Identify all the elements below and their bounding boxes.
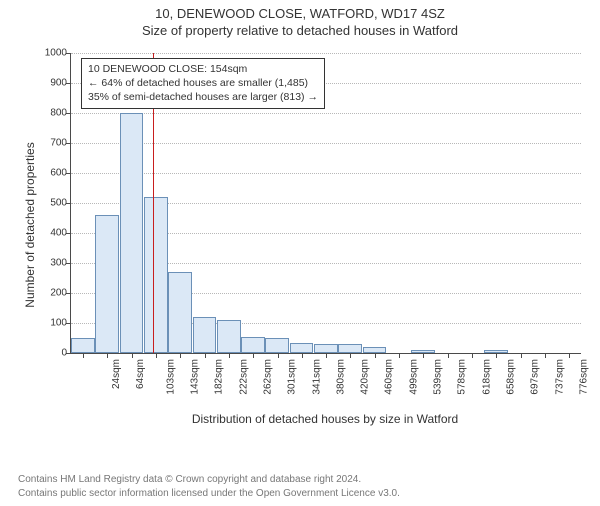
- bar: [193, 317, 217, 353]
- xtick-mark: [326, 353, 327, 358]
- bar: [338, 344, 362, 353]
- xtick-label: 301sqm: [287, 359, 298, 395]
- xtick-mark: [375, 353, 376, 358]
- annotation-line1: 10 DENEWOOD CLOSE: 154sqm: [88, 62, 318, 76]
- xtick-label: 658sqm: [506, 359, 517, 395]
- footnote-line2: Contains public sector information licen…: [18, 487, 400, 501]
- footnote-line1: Contains HM Land Registry data © Crown c…: [18, 473, 400, 487]
- page-title-line2: Size of property relative to detached ho…: [0, 23, 600, 38]
- annotation-box: 10 DENEWOOD CLOSE: 154sqm ← 64% of detac…: [81, 58, 325, 109]
- xtick-mark: [205, 353, 206, 358]
- ytick-label: 100: [35, 318, 71, 329]
- xtick-label: 420sqm: [360, 359, 371, 395]
- gridline-h: [71, 113, 581, 114]
- xtick-mark: [521, 353, 522, 358]
- xtick-mark: [278, 353, 279, 358]
- bar: [217, 320, 241, 353]
- xtick-label: 737sqm: [554, 359, 565, 395]
- page-title-line1: 10, DENEWOOD CLOSE, WATFORD, WD17 4SZ: [0, 6, 600, 21]
- plot-area: 0100200300400500600700800900100024sqm64s…: [70, 53, 581, 354]
- x-axis-label: Distribution of detached houses by size …: [70, 412, 580, 426]
- bar: [71, 338, 95, 353]
- xtick-label: 262sqm: [263, 359, 274, 395]
- gridline-h: [71, 53, 581, 54]
- xtick-mark: [496, 353, 497, 358]
- xtick-label: 103sqm: [165, 359, 176, 395]
- xtick-mark: [423, 353, 424, 358]
- bar: [95, 215, 119, 353]
- xtick-mark: [569, 353, 570, 358]
- xtick-label: 182sqm: [214, 359, 225, 395]
- footnote: Contains HM Land Registry data © Crown c…: [18, 473, 400, 500]
- annotation-line3: 35% of semi-detached houses are larger (…: [88, 90, 318, 104]
- bar: [290, 343, 314, 354]
- ytick-label: 0: [35, 348, 71, 359]
- bar: [168, 272, 192, 353]
- xtick-label: 143sqm: [190, 359, 201, 395]
- ytick-label: 300: [35, 258, 71, 269]
- ytick-label: 800: [35, 108, 71, 119]
- bar: [314, 344, 338, 353]
- ytick-label: 1000: [35, 48, 71, 59]
- xtick-mark: [83, 353, 84, 358]
- annotation-line2: ← 64% of detached houses are smaller (1,…: [88, 76, 318, 90]
- xtick-label: 24sqm: [111, 359, 122, 389]
- ytick-label: 200: [35, 288, 71, 299]
- xtick-mark: [107, 353, 108, 358]
- xtick-mark: [253, 353, 254, 358]
- xtick-mark: [472, 353, 473, 358]
- ytick-label: 600: [35, 168, 71, 179]
- xtick-label: 341sqm: [311, 359, 322, 395]
- xtick-label: 618sqm: [481, 359, 492, 395]
- xtick-label: 578sqm: [457, 359, 468, 395]
- xtick-mark: [156, 353, 157, 358]
- xtick-mark: [448, 353, 449, 358]
- ytick-label: 400: [35, 228, 71, 239]
- bar: [265, 338, 289, 353]
- bar: [120, 113, 144, 353]
- xtick-label: 64sqm: [135, 359, 146, 389]
- ytick-label: 700: [35, 138, 71, 149]
- xtick-label: 380sqm: [335, 359, 346, 395]
- xtick-label: 697sqm: [530, 359, 541, 395]
- chart-container: Number of detached properties 0100200300…: [0, 48, 600, 428]
- bar: [144, 197, 168, 353]
- xtick-mark: [132, 353, 133, 358]
- xtick-mark: [229, 353, 230, 358]
- xtick-mark: [180, 353, 181, 358]
- xtick-label: 499sqm: [408, 359, 419, 395]
- gridline-h: [71, 173, 581, 174]
- xtick-label: 776sqm: [578, 359, 589, 395]
- ytick-label: 500: [35, 198, 71, 209]
- xtick-mark: [302, 353, 303, 358]
- ytick-label: 900: [35, 78, 71, 89]
- xtick-label: 222sqm: [238, 359, 249, 395]
- xtick-mark: [399, 353, 400, 358]
- xtick-label: 539sqm: [433, 359, 444, 395]
- xtick-mark: [350, 353, 351, 358]
- xtick-label: 460sqm: [384, 359, 395, 395]
- xtick-mark: [545, 353, 546, 358]
- bar: [241, 337, 265, 354]
- gridline-h: [71, 143, 581, 144]
